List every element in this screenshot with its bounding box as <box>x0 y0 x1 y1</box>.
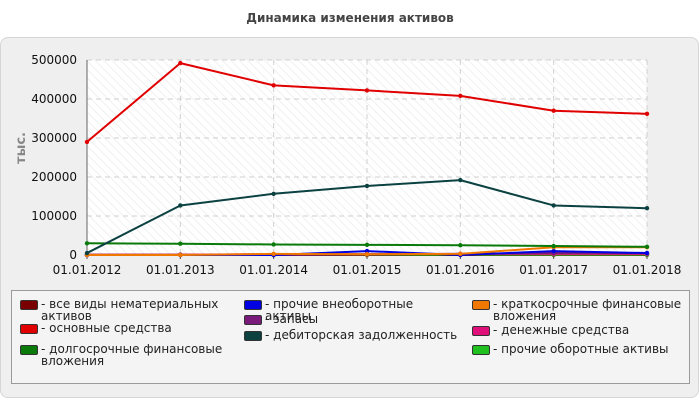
x-tick-label: 01.01.2017 <box>519 263 588 277</box>
data-point <box>551 203 556 208</box>
legend: - все виды нематериальных активов - основ… <box>11 290 690 384</box>
x-tick-label: 01.01.2018 <box>613 263 682 277</box>
data-point <box>271 191 276 196</box>
data-point <box>84 241 90 246</box>
legend-label: - основные средства <box>41 321 172 335</box>
legend-label: - денежные средства <box>493 323 630 337</box>
data-point <box>458 93 463 99</box>
legend-swatch <box>244 331 262 341</box>
data-point <box>458 243 463 248</box>
data-point <box>178 241 183 246</box>
data-point <box>644 206 650 211</box>
legend-item[interactable]: - денежные средства <box>472 324 684 336</box>
y-tick-label: 0 <box>69 248 77 262</box>
legend-item[interactable]: - все виды нематериальных активов <box>20 298 230 322</box>
data-point <box>551 243 556 249</box>
legend-swatch <box>244 315 262 325</box>
data-point <box>644 250 650 256</box>
x-tick-label: 01.01.2016 <box>426 263 495 277</box>
y-axis-label: тыс. <box>14 132 29 164</box>
data-point <box>271 83 276 88</box>
chart-title: Динамика изменения активов <box>246 11 454 25</box>
legend-item[interactable]: - краткосрочные финансовые вложения <box>472 298 684 322</box>
legend-item[interactable]: - прочие оборотные активы <box>472 343 684 355</box>
grid-lines <box>87 59 648 255</box>
legend-label: - все виды нематериальных активов <box>41 297 219 323</box>
legend-label: - прочие оборотные активы <box>493 342 669 356</box>
legend-item[interactable]: - основные средства <box>20 322 230 334</box>
legend-label: - краткосрочные финансовые вложения <box>493 297 682 323</box>
data-point <box>271 242 276 247</box>
legend-swatch <box>244 300 262 310</box>
x-tick-label: 01.01.2013 <box>146 263 215 277</box>
y-tick-label: 100000 <box>31 209 77 223</box>
legend-swatch <box>20 300 38 310</box>
data-point <box>178 252 183 258</box>
data-point <box>178 203 183 208</box>
data-point <box>84 250 90 256</box>
y-tick-label: 300000 <box>31 131 77 145</box>
data-point <box>364 248 370 254</box>
legend-swatch <box>472 345 490 355</box>
data-point <box>84 139 90 145</box>
legend-item[interactable]: - долгосрочные финансовые вложения <box>20 343 230 367</box>
legend-swatch <box>20 324 38 334</box>
data-point <box>458 177 463 183</box>
x-tick-label: 01.01.2014 <box>239 263 308 277</box>
legend-swatch <box>472 300 490 310</box>
series-lines <box>84 60 650 258</box>
legend-item[interactable]: - дебиторская задолженность <box>244 329 459 341</box>
y-tick-label: 200000 <box>31 170 77 184</box>
data-point <box>551 248 556 254</box>
data-point <box>271 251 276 257</box>
data-point <box>644 244 650 250</box>
x-tick-labels: 01.01.2012 01.01.2013 01.01.2014 01.01.2015… <box>53 263 682 277</box>
data-point <box>364 183 370 189</box>
data-point <box>364 252 370 257</box>
data-point <box>458 251 463 257</box>
legend-swatch <box>20 345 38 355</box>
data-point <box>364 88 370 93</box>
y-tick-label: 500000 <box>31 53 77 67</box>
data-point <box>644 111 650 117</box>
legend-label: - запасы <box>265 312 319 326</box>
data-point <box>178 60 183 66</box>
legend-label: - дебиторская задолженность <box>265 328 458 342</box>
legend-label: - долгосрочные финансовые вложения <box>41 342 223 368</box>
data-point <box>364 242 370 248</box>
y-tick-labels: 0 100000 200000 300000 400000 500000 <box>31 53 77 262</box>
legend-swatch <box>472 326 490 336</box>
legend-item[interactable]: - прочие внеоборотные активы <box>244 298 459 322</box>
x-tick-label: 01.01.2012 <box>53 263 122 277</box>
y-tick-label: 400000 <box>31 92 77 106</box>
legend-item[interactable]: - запасы <box>244 313 459 325</box>
legend-label: - прочие внеоборотные активы <box>265 297 414 323</box>
x-tick-label: 01.01.2015 <box>333 263 402 277</box>
data-point <box>551 108 556 113</box>
